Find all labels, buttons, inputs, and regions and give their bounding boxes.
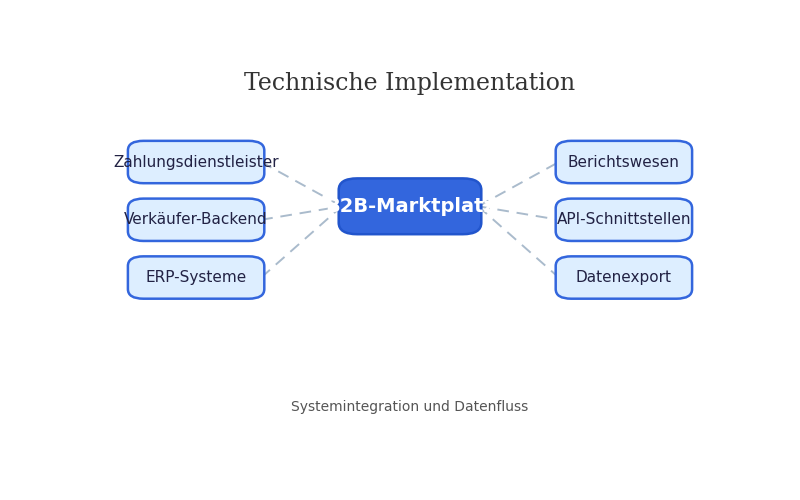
FancyBboxPatch shape: [338, 178, 482, 234]
Text: Technische Implementation: Technische Implementation: [245, 72, 575, 94]
Text: API-Schnittstellen: API-Schnittstellen: [557, 212, 691, 228]
FancyBboxPatch shape: [556, 141, 692, 183]
Text: Berichtswesen: Berichtswesen: [568, 154, 680, 170]
Text: Datenexport: Datenexport: [576, 270, 672, 285]
Text: Verkäufer-Backend: Verkäufer-Backend: [124, 212, 268, 228]
FancyBboxPatch shape: [128, 256, 264, 298]
FancyBboxPatch shape: [128, 141, 264, 183]
Text: B2B-Marktplatz: B2B-Marktplatz: [325, 197, 495, 216]
FancyBboxPatch shape: [128, 198, 264, 241]
Text: Systemintegration und Datenfluss: Systemintegration und Datenfluss: [291, 400, 529, 413]
Text: ERP-Systeme: ERP-Systeme: [146, 270, 246, 285]
FancyBboxPatch shape: [556, 256, 692, 298]
FancyBboxPatch shape: [556, 198, 692, 241]
Text: Zahlungsdienstleister: Zahlungsdienstleister: [114, 154, 279, 170]
